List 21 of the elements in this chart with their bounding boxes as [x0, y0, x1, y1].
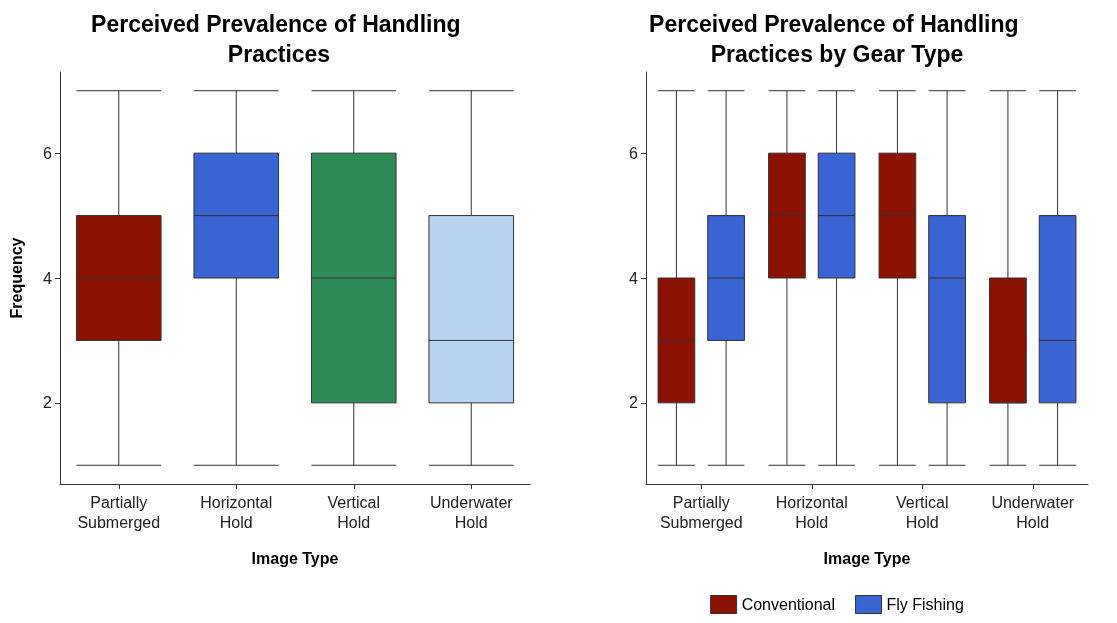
x-tick-label: Vertical Hold — [327, 493, 380, 531]
y-tick-label: 6 — [629, 144, 639, 162]
chart-title: Perceived Prevalence of Handling Practices by Gear Type — [649, 11, 1025, 67]
legend-label: Fly Fishing — [886, 596, 964, 613]
x-axis-title: Image Type — [823, 549, 911, 567]
y-axis-title: Frequency — [7, 237, 25, 319]
x-tick-label: Partially Submerged — [659, 493, 743, 531]
y-tick-label: 4 — [629, 269, 639, 287]
x-axis-title: Image Type — [251, 549, 339, 567]
y-tick-label: 2 — [43, 394, 53, 412]
x-tick-label: Horizontal Hold — [775, 493, 848, 531]
y-tick-label: 2 — [629, 394, 639, 412]
x-tick-label: Underwater Hold — [429, 493, 514, 531]
x-tick-label: Vertical Hold — [896, 493, 949, 531]
chart-title: Perceived Prevalence of Handling Practices — [91, 11, 467, 67]
x-tick-label: Underwater Hold — [991, 493, 1075, 531]
y-tick-label: 6 — [43, 144, 53, 162]
x-tick-label: Horizontal Hold — [200, 493, 273, 531]
y-tick-label: 4 — [43, 269, 53, 287]
legend-label: Conventional — [741, 596, 836, 613]
x-tick-label: Partially Submerged — [77, 493, 161, 531]
